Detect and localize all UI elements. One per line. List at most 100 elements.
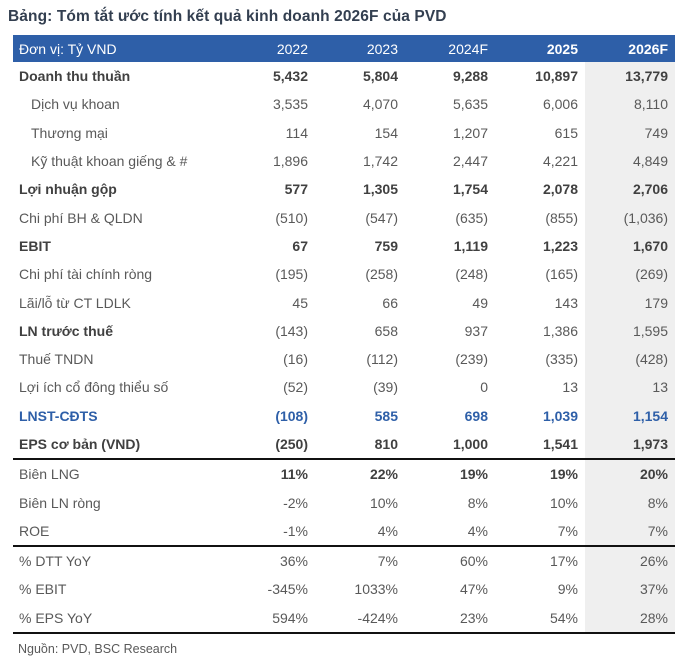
cell-value: 28%	[585, 603, 675, 634]
row-label: Thuế TNDN	[19, 351, 94, 368]
cell-value: 1,154	[585, 401, 675, 430]
cell-value: 67	[292, 237, 308, 254]
cell-value: 1,742	[362, 153, 398, 170]
table-row: Lợi nhuận gộp 577 1,305 1,754 2,078 2,706	[13, 175, 675, 204]
cell-value: 8%	[467, 494, 488, 511]
cell-value: 37%	[585, 575, 675, 604]
cell-value: 594%	[225, 603, 315, 634]
row-label: LN trước thuế	[19, 322, 113, 339]
table-row: Chi phí BH & QLDN (510) (547) (635) (855) (1,…	[13, 203, 675, 232]
table-header: Đơn vị: Tỷ VND 2022 2023 2024F 2025 2026F	[13, 35, 675, 62]
cell-value: -1%	[225, 516, 315, 548]
cell-value: 54%	[495, 603, 585, 634]
cell-value: 2,447	[452, 153, 488, 170]
header-row: Đơn vị: Tỷ VND 2022 2023 2024F 2025 2026F	[13, 35, 675, 62]
cell-value: 22%	[369, 466, 398, 483]
cell-value: -345%	[267, 581, 308, 598]
cell-value: 60%	[459, 553, 488, 570]
cell-value: -424%	[315, 603, 405, 634]
row-label: Thương mại	[31, 124, 108, 141]
table-row: Chi phí tài chính ròng (195) (258) (248) (16…	[13, 260, 675, 289]
cell-value: 2,078	[542, 181, 578, 198]
cell-value: (195)	[275, 266, 308, 283]
cell-value: 1,896	[272, 153, 308, 170]
cell-value: (239)	[455, 351, 488, 368]
table-row: Thuế TNDN (16) (112) (239) (335) (428)	[13, 344, 675, 374]
cell-value: 8,110	[585, 90, 675, 119]
row-label: EPS cơ bản (VND)	[13, 429, 225, 461]
cell-value: 7%	[495, 516, 585, 548]
cell-value: 1,223	[542, 237, 578, 254]
table-row: % DTT YoY 36% 7% 60% 17% 26%	[13, 546, 675, 576]
row-label: Lợi ích cổ đông thiểu số	[19, 379, 169, 396]
cell-value: 2,706	[585, 175, 675, 204]
cell-value: 10,897	[535, 68, 578, 85]
table-row: % EPS YoY 594% -424% 23% 54% 28%	[13, 603, 675, 634]
row-label: Chi phí BH & QLDN	[19, 209, 143, 226]
table-row: % EBIT -345% 1033% 47% 9% 37%	[13, 575, 675, 604]
cell-value: (547)	[365, 209, 398, 226]
table-row: Doanh thu thuần 5,432 5,804 9,288 10,897 13,7…	[13, 62, 675, 91]
cell-value: 179	[585, 288, 675, 317]
cell-value: 1,000	[405, 429, 495, 461]
cell-value: 4%	[405, 516, 495, 548]
cell-value: 1,973	[585, 429, 675, 461]
cell-value: (39)	[373, 379, 398, 396]
cell-value: (248)	[455, 266, 488, 283]
cell-value: 13,779	[585, 62, 675, 91]
cell-value: 4,849	[585, 146, 675, 176]
cell-value: 749	[585, 118, 675, 147]
row-label: EBIT	[19, 237, 51, 254]
cell-value: 1,305	[362, 181, 398, 198]
table-row: Biên LN ròng -2% 10% 8% 10% 8%	[13, 488, 675, 517]
row-label: Biên LNG	[19, 466, 80, 483]
cell-value: 1,595	[585, 316, 675, 345]
column-header: 2025	[495, 35, 585, 62]
cell-value: (1,036)	[585, 203, 675, 232]
row-label: % EBIT	[19, 581, 67, 598]
row-label: % DTT YoY	[19, 553, 92, 570]
table-body: Doanh thu thuần 5,432 5,804 9,288 10,897 13,7…	[13, 62, 675, 634]
row-label: Chi phí tài chính ròng	[19, 266, 153, 283]
cell-value: 45	[292, 294, 308, 311]
cell-value: 47%	[459, 581, 488, 598]
table-row: Kỹ thuật khoan giếng & # 1,896 1,742 2,447 4…	[13, 146, 675, 176]
table-row: Dịch vụ khoan 3,535 4,070 5,635 6,006 8,110	[13, 90, 675, 119]
cell-value: (335)	[545, 351, 578, 368]
cell-value: (250)	[225, 429, 315, 461]
cell-value: 154	[374, 124, 398, 141]
cell-value: 6,006	[542, 96, 578, 113]
table-row: LNST-CĐTS (108) 585 698 1,039 1,154	[13, 401, 675, 430]
row-label: LNST-CĐTS	[19, 407, 98, 424]
page-title: Bảng: Tóm tắt ước tính kết quả kinh doan…	[8, 8, 447, 25]
cell-value: 20%	[585, 459, 675, 489]
cell-value: 1,386	[542, 322, 578, 339]
cell-value: 759	[374, 237, 398, 254]
table-row: EBIT 67 759 1,119 1,223 1,670	[13, 231, 675, 261]
row-label: Lãi/lỗ từ CT LDLK	[19, 294, 131, 311]
cell-value: (855)	[545, 209, 578, 226]
cell-value: (16)	[283, 351, 308, 368]
cell-value: 0	[480, 379, 488, 396]
cell-value: 13	[585, 373, 675, 402]
cell-value: (258)	[365, 266, 398, 283]
source-note: Nguồn: PVD, BSC Research	[18, 641, 178, 656]
financial-table: Đơn vị: Tỷ VND 2022 2023 2024F 2025 2026F Doa…	[13, 35, 675, 634]
cell-value: 1,541	[495, 429, 585, 461]
cell-value: 658	[374, 322, 398, 339]
cell-value: 3,535	[272, 96, 308, 113]
cell-value: 114	[285, 124, 308, 141]
cell-value: 5,804	[362, 68, 398, 85]
column-header: 2026F	[585, 35, 675, 62]
cell-value: 1,207	[452, 124, 488, 141]
table-row: ROE -1% 4% 4% 7% 7%	[13, 516, 675, 548]
cell-value: 7%	[585, 516, 675, 548]
cell-value: 5,432	[272, 68, 308, 85]
cell-value: 585	[374, 407, 398, 424]
cell-value: 4,070	[362, 96, 398, 113]
row-label: Lợi nhuận gộp	[19, 181, 117, 198]
table-row: Biên LNG 11% 22% 19% 19% 20%	[13, 459, 675, 489]
column-header: 2022	[225, 35, 315, 62]
cell-value: 8%	[585, 488, 675, 517]
